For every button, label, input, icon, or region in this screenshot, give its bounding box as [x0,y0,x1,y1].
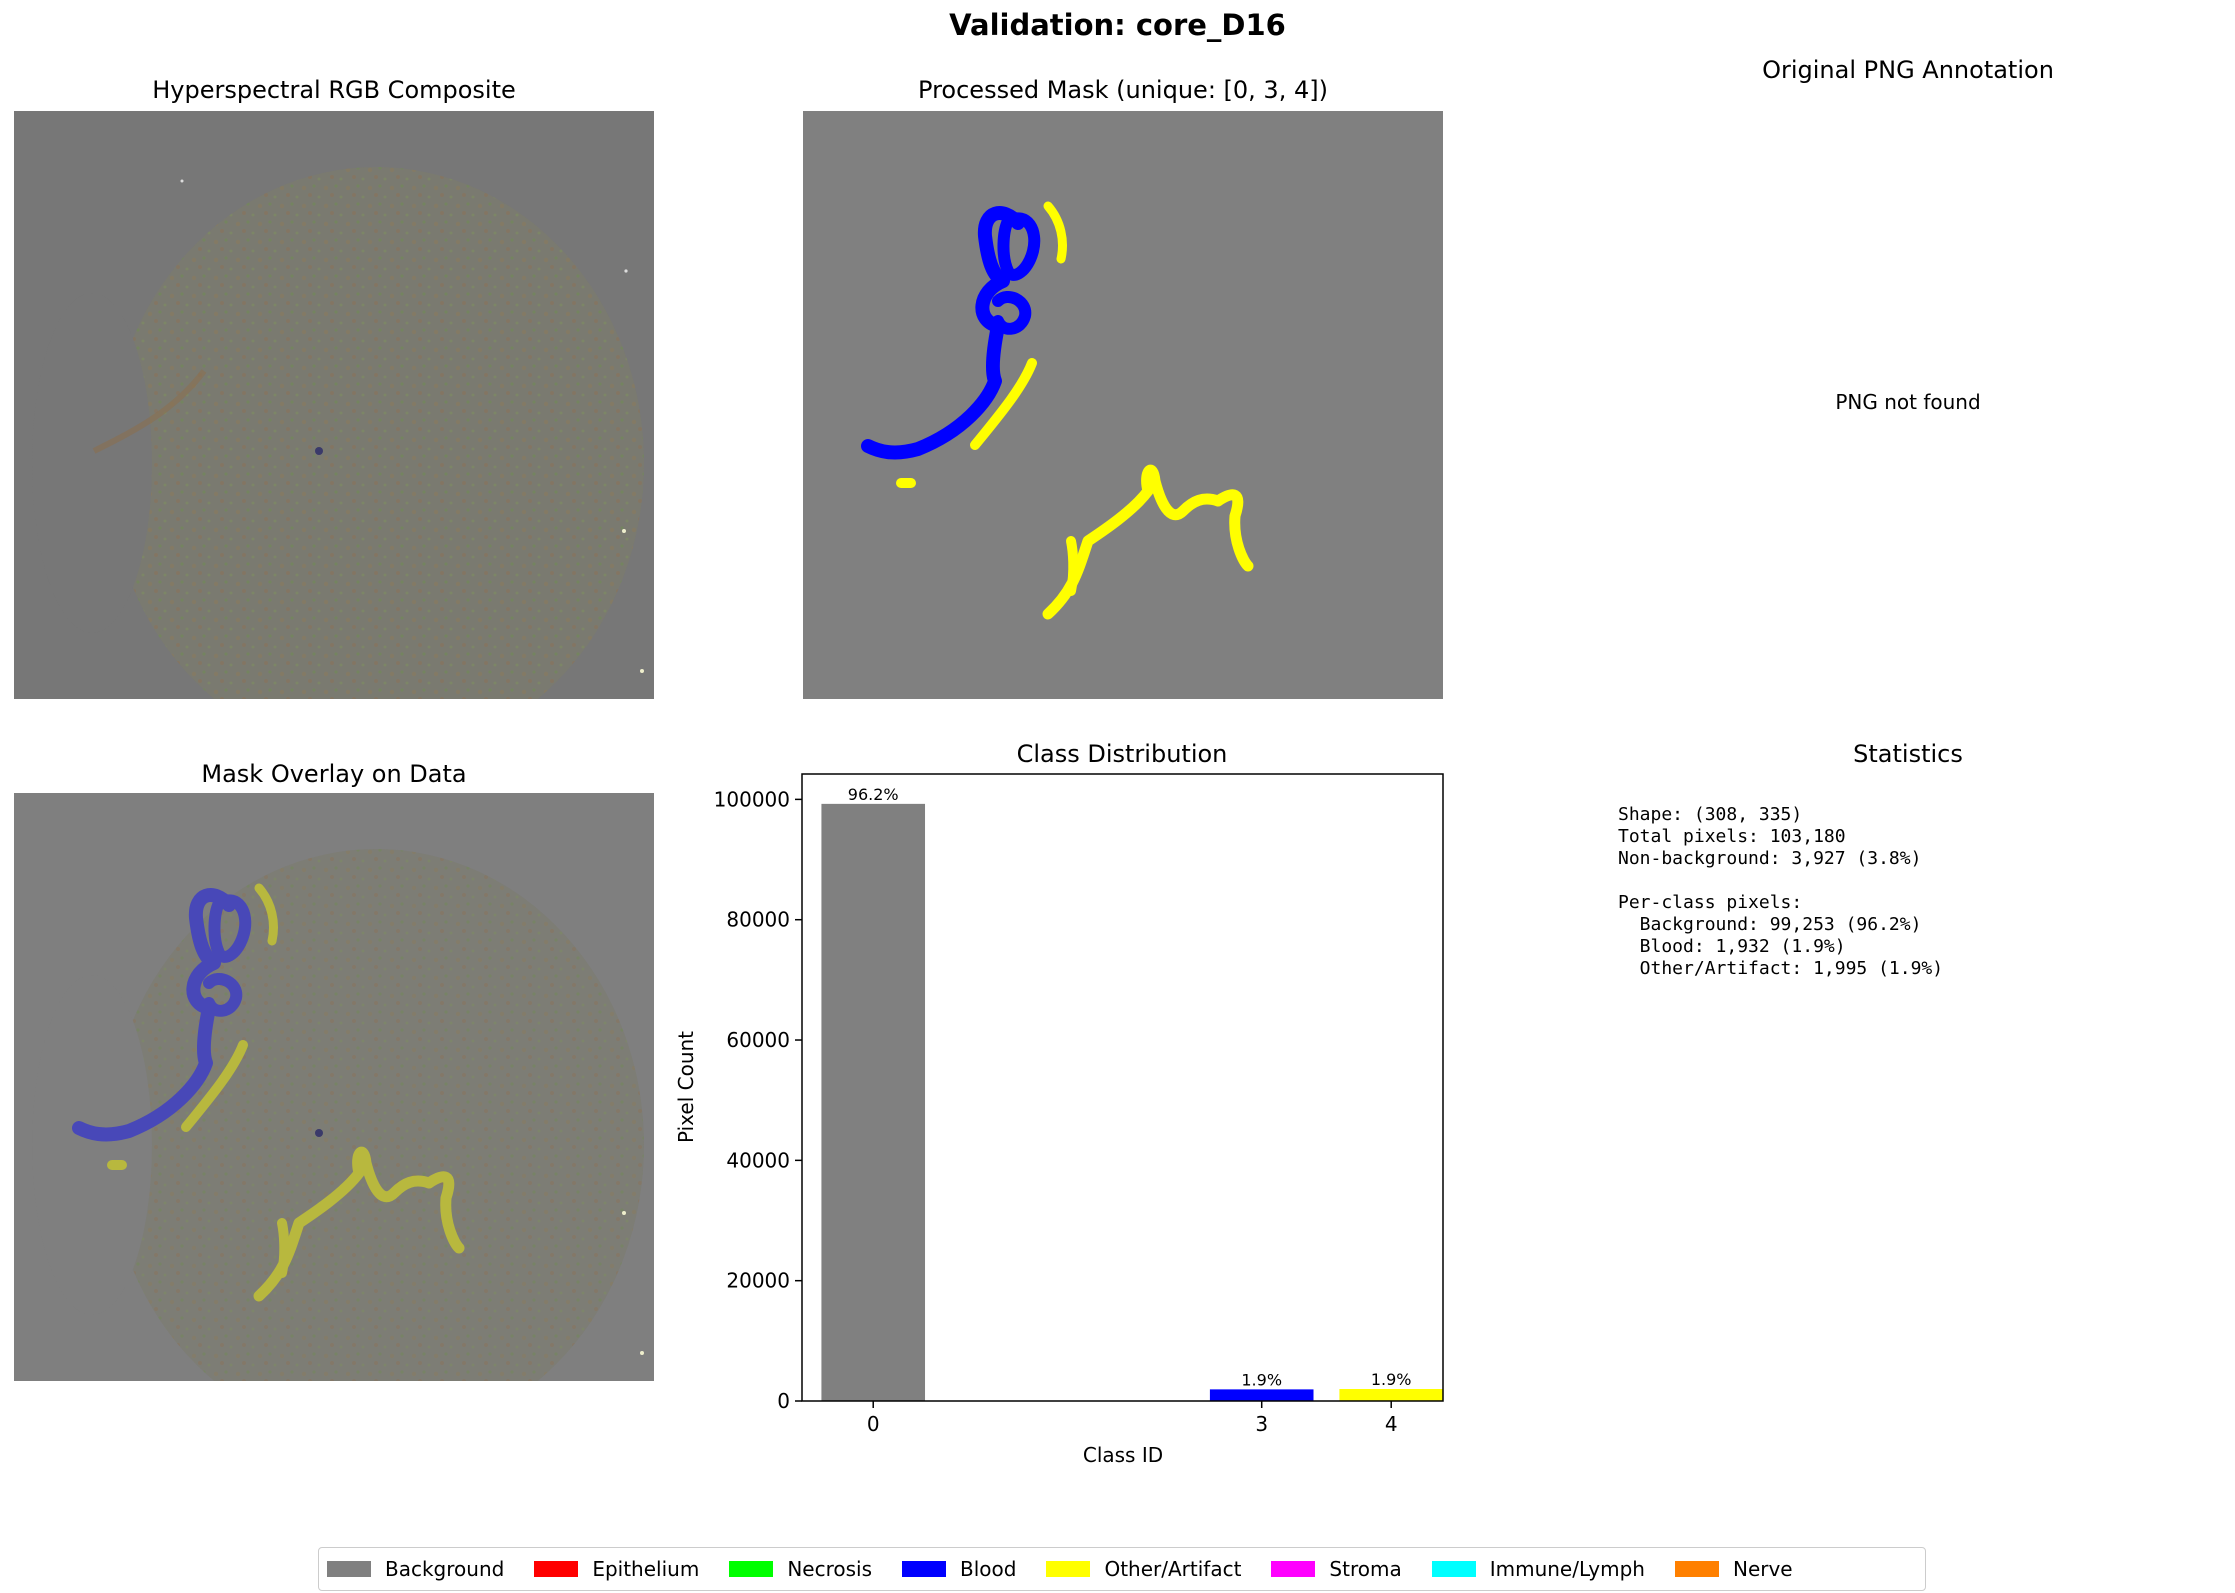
bar-value-label: 1.9% [1241,1370,1282,1389]
y-tick-label: 40000 [726,1148,790,1172]
legend-swatch [327,1561,371,1577]
legend-label: Blood [960,1557,1017,1581]
legend-swatch [1674,1561,1719,1577]
mask-panel-title: Processed Mask (unique: [0, 3, 4]) [918,76,1328,104]
statistics-line: Non-background: 3,927 (3.8%) [1618,848,1922,869]
rgb-panel-title: Hyperspectral RGB Composite [152,76,516,104]
class-legend: Background Epithelium Necrosis Blood Other/A… [318,1547,1926,1591]
legend-label: Other/Artifact [1104,1557,1242,1581]
legend-swatch [1046,1561,1091,1577]
bar-class-3 [1209,1389,1314,1401]
overlay-panel-title: Mask Overlay on Data [201,760,467,788]
x-tick-label: 0 [867,1412,880,1436]
legend-label: Immune/Lymph [1489,1557,1645,1581]
y-tick-label: 20000 [726,1269,790,1293]
mask-artifact-region-2 [970,358,1037,450]
png-not-found-message: PNG not found [1835,390,1981,414]
legend-label: Stroma [1329,1557,1402,1581]
mask-artifact-region-3 [1042,464,1254,620]
bar-class-0 [821,803,926,1401]
chart-title: Class Distribution [1016,740,1228,768]
png-panel-title: Original PNG Annotation [1762,56,2054,84]
statistics-line: Shape: (308, 335) [1618,804,1803,825]
statistics-text: Shape: (308, 335) Total pixels: 103,180 No… [1618,804,1943,980]
legend-item: Necrosis [729,1557,872,1581]
legend-swatch [1271,1561,1316,1577]
y-tick-label: 80000 [726,908,790,932]
legend-item: Background [327,1557,504,1581]
y-tick-label: 60000 [726,1028,790,1052]
legend-swatch [1431,1561,1476,1577]
bar-value-label: 96.2% [848,785,899,804]
figure-title: Validation: core_D16 [949,8,1286,42]
legend-item: Epithelium [534,1557,699,1581]
chart-frame [801,773,1444,1402]
statistics-line: Other/Artifact: 1,995 (1.9%) [1618,958,1944,979]
legend-item: Nerve [1674,1557,1793,1581]
statistics-line: Background: 99,253 (96.2%) [1618,914,1922,935]
legend-label: Necrosis [787,1557,872,1581]
class-distribution-chart: 96.2% 1.9% 1.9% 0 3 4 0 20000 40000 60000 80000 10… [674,773,1444,1467]
bar-class-4 [1339,1388,1443,1401]
stats-panel-title: Statistics [1853,740,1963,768]
statistics-line: Per-class pixels: [1618,892,1803,913]
legend-item: Other/Artifact [1046,1557,1241,1581]
legend-label: Background [385,1557,505,1581]
legend-item: Blood [902,1557,1016,1581]
y-axis-label: Pixel Count [674,1031,698,1143]
legend-swatch [729,1561,774,1577]
statistics-line [1618,870,1943,892]
legend-item: Stroma [1271,1557,1402,1581]
legend-swatch [534,1561,579,1577]
legend-label: Epithelium [592,1557,700,1581]
y-tick-label: 100000 [714,787,790,811]
x-tick-label: 3 [1255,1412,1268,1436]
y-tick-label: 0 [777,1389,790,1413]
mask-artifact-region-1 [1043,201,1067,264]
hyperspectral-rgb-image [14,111,654,699]
legend-item: Immune/Lymph [1431,1557,1645,1581]
legend-label: Nerve [1732,1557,1793,1581]
mask-overlay-image [14,793,654,1381]
statistics-line: Total pixels: 103,180 [1618,826,1846,847]
legend-swatch [902,1561,946,1577]
x-tick-label: 4 [1385,1412,1398,1436]
bar-value-label: 1.9% [1371,1370,1412,1389]
statistics-line: Blood: 1,932 (1.9%) [1618,936,1846,957]
x-axis-label: Class ID [1083,1443,1163,1467]
processed-mask-image [803,111,1443,699]
